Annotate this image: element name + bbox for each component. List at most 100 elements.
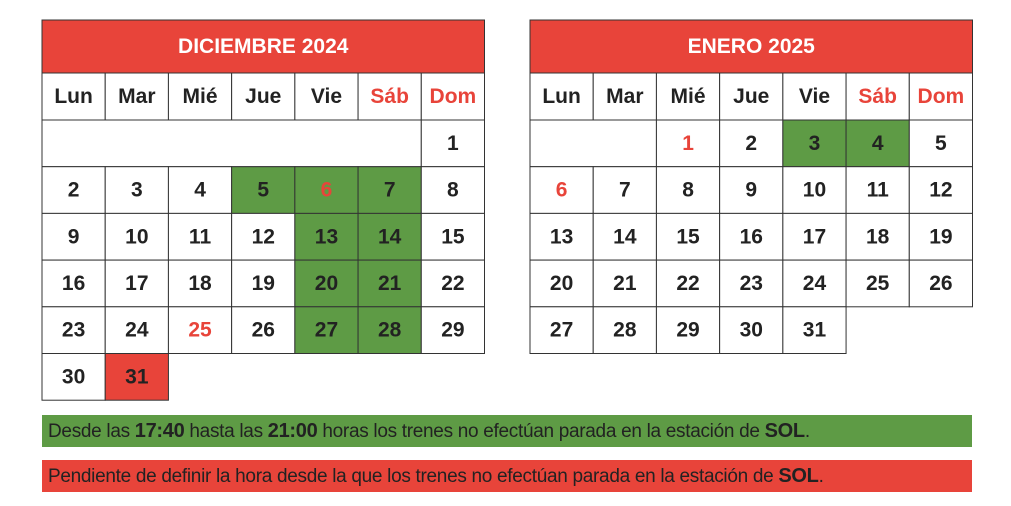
day-number: 31 [125,365,149,388]
day-number: 9 [745,179,757,202]
day-number: 21 [378,272,402,295]
day-number: 12 [252,225,275,248]
day-cell [908,259,973,308]
legend-text: hasta las [184,421,268,442]
day-number: 29 [441,319,464,342]
weekday-cell [41,72,106,121]
day-number: 15 [441,225,465,248]
day-number: 24 [125,319,149,342]
day-number: 10 [125,225,148,248]
day-number: 3 [131,179,143,202]
weekday: Vie [311,85,342,108]
day-cell [231,212,296,261]
day-number: 8 [447,179,459,202]
day-number: 30 [62,365,85,388]
day-cell [357,306,422,354]
day-cell [420,306,485,354]
day-number: 15 [676,225,700,248]
empty-cells [41,119,422,168]
day-cell [592,166,657,214]
weekday: Jue [245,85,281,108]
day-number: 7 [384,179,396,202]
day-cell [357,259,422,308]
day-number: 4 [872,132,884,155]
day-number: 8 [682,179,694,202]
weekday-cell [782,72,847,121]
day-number: 1 [682,132,694,155]
day-cell [592,212,657,261]
day-number: 11 [189,225,212,248]
weekday-cell [908,72,973,121]
day-cell [167,212,233,261]
day-cell [845,119,910,168]
day-number: 13 [315,225,338,248]
day-number: 24 [803,272,827,295]
day-number: 5 [257,179,269,202]
day-cell [529,166,594,214]
day-cell [655,166,721,214]
weekday-cell [655,72,721,121]
day-cell [294,259,359,308]
empty-cells [529,119,657,168]
day-cell [167,166,233,214]
day-number: 19 [929,225,952,248]
day-number: 25 [188,319,212,342]
day-cell [529,259,594,308]
weekday: Mié [671,85,706,108]
weekday-cell [845,72,910,121]
weekday: Sáb [370,85,409,108]
weekday-cell [104,72,169,121]
weekday: Sáb [858,85,897,108]
day-number: 21 [613,272,637,295]
day-number: 23 [62,319,85,342]
day-number: 16 [740,225,763,248]
legend-text: Desde las [48,421,135,442]
day-number: 27 [550,319,573,342]
day-number: 28 [613,319,637,342]
day-number: 20 [315,272,338,295]
day-number: 14 [613,225,637,248]
day-cell [41,212,106,261]
day-number: 19 [252,272,275,295]
legend-text: SOL [778,465,819,487]
day-cell [719,259,784,308]
day-cell [294,212,359,261]
day-cell [719,306,784,354]
day-number: 11 [867,179,890,202]
legend-text: . [804,421,810,442]
legend-text: 21:00 [267,420,318,442]
day-number: 3 [809,132,821,155]
weekday: Mar [606,85,643,108]
day-cell [592,306,657,354]
day-cell [294,306,359,354]
day-cell [655,259,721,308]
day-number: 18 [866,225,890,248]
day-cell [908,166,973,214]
day-number: 22 [441,272,464,295]
day-cell [294,166,359,214]
month-title: ENERO 2025 [688,35,816,58]
weekday-cell [420,72,485,121]
day-cell [782,119,847,168]
day-number: 13 [550,225,573,248]
day-number: 27 [315,319,338,342]
day-cell [231,306,296,354]
day-cell [104,259,169,308]
day-number: 14 [378,225,402,248]
day-number: 23 [740,272,763,295]
day-cell [420,259,485,308]
day-cell [719,166,784,214]
month-header [41,19,485,74]
day-number: 6 [321,179,333,202]
weekday: Lun [54,85,92,108]
day-cell [104,353,169,401]
day-number: 22 [676,272,699,295]
day-number: 9 [68,225,80,248]
day-number: 28 [378,319,402,342]
day-number: 17 [803,225,826,248]
day-cell [420,212,485,261]
day-cell [782,306,847,354]
day-number: 6 [556,179,568,202]
legend-note: Desde las 17:40 hasta las 21:00 horas lo… [42,415,972,447]
